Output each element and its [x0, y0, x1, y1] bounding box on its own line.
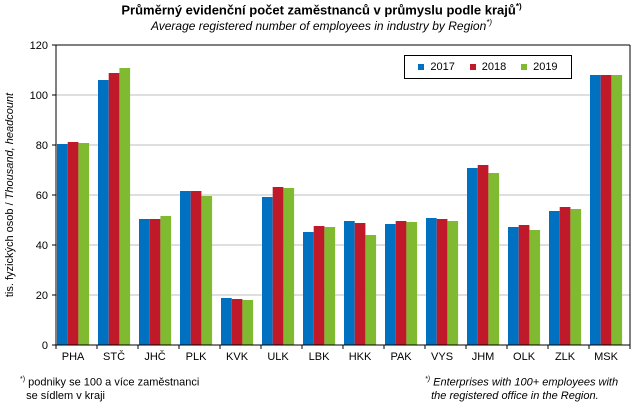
x-tick-label: ULK [267, 351, 289, 363]
y-tick-label: 100 [30, 90, 48, 102]
y-axis-label-en: Thousand, headcount [4, 92, 16, 200]
bar-2018-LBK [313, 226, 325, 345]
x-tick-label: JHM [472, 351, 495, 363]
bar-2018-STČ [108, 73, 120, 345]
chart-subtitle-text: Average registered number of employees i… [150, 19, 487, 33]
bar-2019-PAK [406, 222, 418, 345]
bar-2017-ZLK [549, 211, 560, 345]
bar-2019-LBK [324, 227, 336, 345]
legend-item-2018: 2018 [469, 61, 507, 73]
bar-2019-JHM [488, 173, 500, 345]
legend-swatch [418, 64, 425, 70]
bar-2017-VYS [426, 218, 437, 345]
x-tick-label: HKK [349, 351, 372, 363]
y-tick-labels: 0 20 40 60 80 100 120 [30, 40, 48, 352]
bar-2017-STČ [98, 80, 109, 345]
y-tick-label: 20 [36, 290, 48, 302]
legend-swatch [521, 64, 528, 70]
x-tick-label: PAK [390, 351, 412, 363]
x-tick-label: PLK [186, 351, 207, 363]
footnote-mark: *) [20, 376, 26, 383]
y-tick-label: 120 [30, 40, 48, 52]
bar-2019-OLK [529, 230, 541, 345]
bar-2019-PLK [201, 196, 213, 345]
bar-2018-HKK [354, 223, 366, 345]
x-tick-label: LBK [309, 351, 330, 363]
footnote-en: *) Enterprises with 100+ employees with … [425, 373, 618, 403]
x-tick-label: OLK [513, 351, 536, 363]
bar-2019-ULK [283, 188, 295, 345]
bar-2017-JHM [467, 168, 478, 345]
y-tick-label: 40 [36, 240, 48, 252]
bar-2018-PLK [190, 191, 202, 345]
bar-2018-ULK [272, 187, 284, 345]
legend-label: 2019 [533, 61, 558, 73]
footnote-mark: *) [425, 376, 431, 383]
chart-title: Průměrný evidenční počet zaměstnanců v p… [0, 2, 643, 17]
x-tick-label: PHA [62, 351, 85, 363]
bar-2019-MSK [611, 75, 623, 345]
footnote-cz-line2: se sídlem v kraji [26, 389, 105, 402]
bar-2019-ZLK [570, 209, 582, 345]
axes [52, 44, 631, 349]
bar-2017-PAK [385, 224, 396, 345]
bar-2019-PHA [78, 143, 90, 345]
chart-title-text: Průměrný evidenční počet zaměstnanců v p… [121, 2, 516, 18]
bar-2019-HKK [365, 235, 377, 345]
footnote-cz: *) podniky se 100 a více zaměstnanci se … [20, 373, 199, 403]
bar-2019-JHČ [160, 216, 172, 345]
title-footnote-mark: *) [515, 2, 522, 11]
bar-2018-JHM [477, 165, 489, 345]
bars [57, 68, 623, 345]
bar-2019-STČ [119, 68, 131, 345]
bar-2019-VYS [447, 221, 459, 345]
x-tick-label: MSK [594, 351, 619, 363]
bar-2017-ULK [262, 197, 273, 345]
chart-subtitle: Average registered number of employees i… [0, 18, 643, 33]
footnote-cz-line1: podniky se 100 a více zaměstnanci [28, 376, 200, 389]
bar-2018-JHČ [149, 219, 161, 345]
x-tick-label: ZLK [555, 351, 576, 363]
bar-2018-PHA [67, 142, 79, 345]
bar-2017-PHA [57, 144, 68, 345]
bar-2018-OLK [518, 225, 530, 345]
x-tick-label: VYS [431, 351, 453, 363]
legend: 2017 2018 2019 [404, 55, 572, 79]
bar-2018-MSK [600, 75, 612, 345]
bar-2019-KVK [242, 300, 254, 345]
y-axis-label-cz: tis. fyzických osob / [4, 199, 16, 298]
bar-2017-LBK [303, 232, 314, 345]
bar-2017-KVK [221, 298, 232, 345]
bar-2018-KVK [231, 299, 243, 345]
bar-2017-OLK [508, 227, 519, 345]
legend-swatch [469, 64, 476, 70]
bar-2017-HKK [344, 221, 355, 345]
y-axis-label: tis. fyzických osob / Thousand, headcoun… [4, 45, 16, 345]
bar-2018-VYS [436, 219, 448, 345]
x-tick-labels: PHA STČ JHČ PLK KVK ULK LBK HKK PAK VYS JHM OLK ZLK M… [62, 350, 619, 363]
legend-item-2017: 2017 [418, 61, 455, 73]
y-tick-label: 60 [36, 190, 48, 202]
legend-label: 2017 [430, 61, 455, 73]
bar-2018-ZLK [559, 207, 571, 345]
bar-2018-PAK [395, 221, 407, 345]
footnote-en-line1: Enterprises with 100+ employees with [433, 376, 619, 389]
x-tick-label: KVK [226, 351, 249, 363]
legend-label: 2018 [481, 61, 507, 73]
subtitle-footnote-mark: *) [486, 18, 493, 27]
bar-2017-PLK [180, 191, 191, 345]
bar-2017-MSK [590, 75, 601, 345]
footnote-en-line2: the registered office in the Region. [431, 389, 599, 402]
x-tick-label: STČ [103, 350, 125, 363]
y-tick-label: 80 [36, 140, 48, 152]
y-tick-label: 0 [42, 340, 48, 352]
x-tick-label: JHČ [144, 350, 165, 363]
legend-item-2019: 2019 [521, 61, 558, 73]
bar-2017-JHČ [139, 219, 150, 345]
